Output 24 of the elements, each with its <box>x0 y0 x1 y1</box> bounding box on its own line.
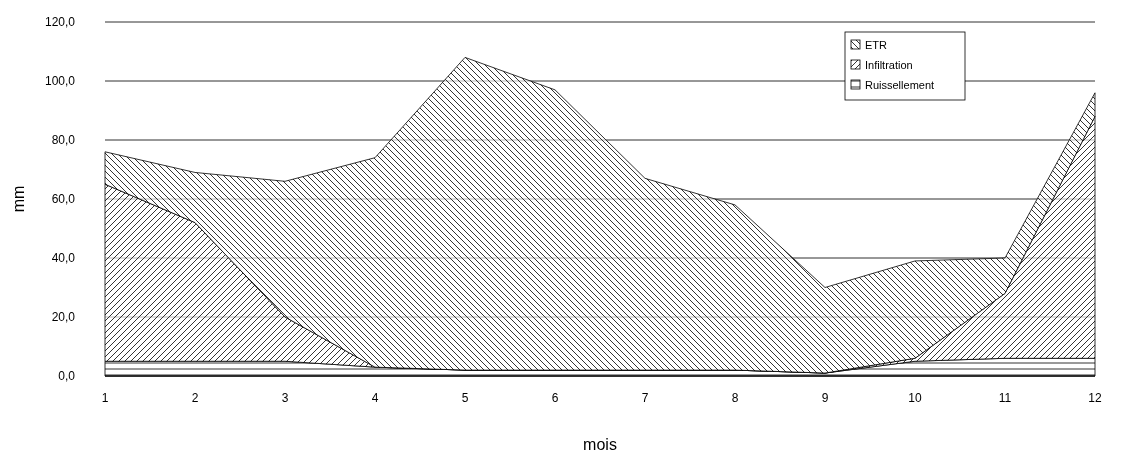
y-tick-label: 60,0 <box>51 192 76 207</box>
y-axis-title: mm <box>10 185 27 213</box>
x-tick-label: 2 <box>191 391 199 405</box>
y-tick-label: 20,0 <box>51 310 76 325</box>
legend-label: Infiltration <box>865 58 913 71</box>
legend-label: Ruissellement <box>865 78 935 91</box>
x-tick-label: 8 <box>731 391 739 405</box>
legend-label: ETR <box>865 38 888 51</box>
x-tick-label: 11 <box>998 391 1012 405</box>
x-tick-label: 5 <box>461 391 469 405</box>
y-tick-label: 100,0 <box>44 74 76 89</box>
x-tick-label: 6 <box>551 391 559 405</box>
x-tick-label: 3 <box>281 391 289 405</box>
x-tick-label: 7 <box>641 391 649 405</box>
y-tick-label: 40,0 <box>51 251 76 266</box>
x-tick-label: 9 <box>821 391 829 405</box>
y-tick-label: 120,0 <box>44 15 76 30</box>
x-tick-label: 1 <box>101 391 109 405</box>
x-axis-title: mois <box>583 436 617 453</box>
y-tick-label: 80,0 <box>51 133 76 148</box>
y-tick-label: 0,0 <box>58 369 76 384</box>
x-tick-label: 12 <box>1088 391 1102 405</box>
x-tick-label: 10 <box>908 391 922 405</box>
x-tick-label: 4 <box>371 391 379 405</box>
